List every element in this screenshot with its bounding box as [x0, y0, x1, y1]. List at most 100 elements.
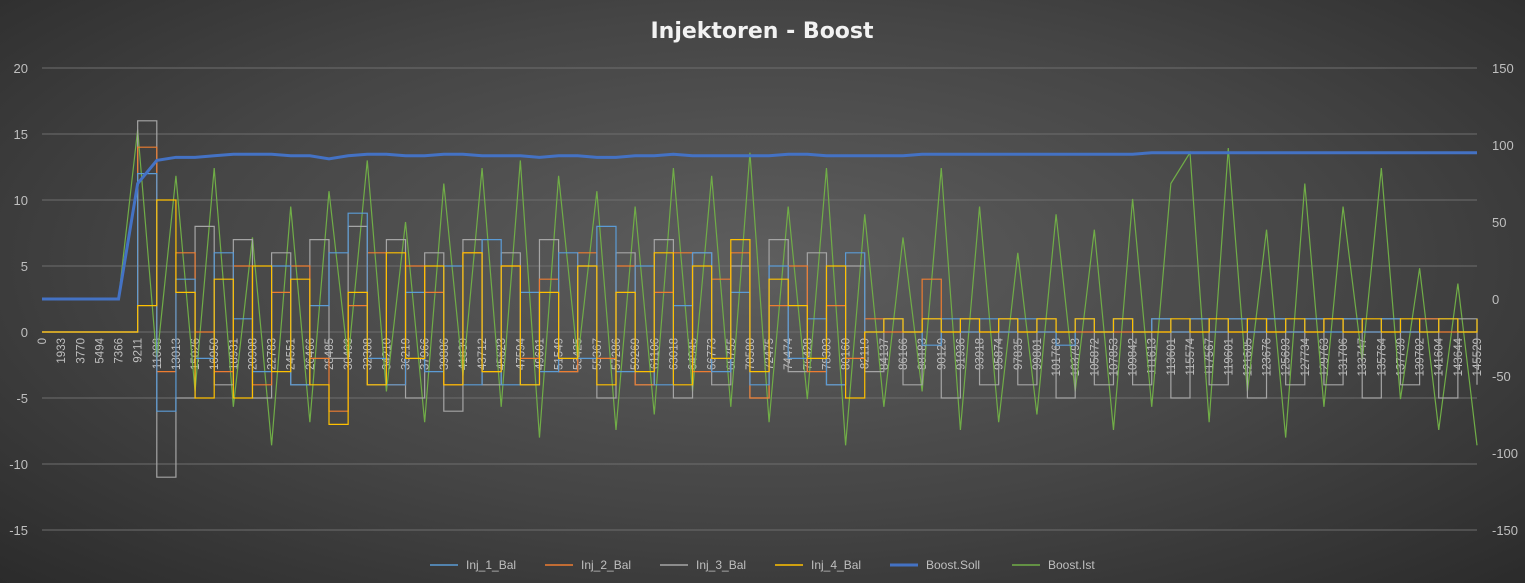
x-tick-label: 115574 [1185, 337, 1197, 375]
x-tick-label: 3770 [75, 338, 87, 364]
legend: Inj_1_Bal Inj_2_Bal Inj_3_Bal Inj_4_Bal Boos… [430, 558, 1095, 572]
legend-item: Boost.Soll [890, 558, 980, 572]
x-tick-label: 107853 [1108, 338, 1120, 376]
legend-label: Inj_2_Bal [581, 558, 631, 572]
y-left-tick-label: -10 [9, 457, 28, 472]
x-tick-label: 80160 [841, 338, 853, 370]
series-line-inj-3-bal [42, 120, 1478, 478]
y-right-tick-label: 0 [1492, 292, 1499, 307]
x-tick-label: 36219 [401, 338, 413, 370]
legend-item: Boost.Ist [1012, 558, 1095, 572]
y-left-tick-label: -15 [9, 523, 28, 538]
x-tick-label: 101768 [1051, 338, 1063, 376]
x-tick-label: 145529 [1472, 338, 1484, 376]
x-tick-label: 74474 [783, 337, 795, 370]
y-right-tick-label: -50 [1492, 369, 1511, 384]
legend-item: Inj_4_Bal [775, 558, 861, 572]
y-axis-right: 150 100 50 0 -50 -100 -150 [1492, 61, 1518, 538]
legend-label: Inj_3_Bal [696, 558, 746, 572]
legend-label: Boost.Ist [1048, 558, 1095, 572]
x-tick-label: 95874 [994, 337, 1006, 370]
x-tick-label: 70580 [745, 338, 757, 370]
y-left-tick-label: 15 [14, 127, 28, 142]
x-tick-label: 131706 [1338, 338, 1350, 376]
legend-label: Boost.Soll [926, 558, 980, 572]
x-tick-label: 99801 [1032, 338, 1044, 370]
x-tick-label: 82119 [860, 338, 872, 369]
x-tick-label: 66773 [707, 338, 719, 370]
x-tick-label: 13013 [171, 338, 183, 370]
x-tick-label: 59269 [630, 338, 642, 370]
x-tick-label: 32308 [362, 338, 374, 370]
x-tick-label: 93918 [975, 338, 987, 370]
x-tick-label: 143644 [1453, 337, 1465, 376]
x-tick-label: 86166 [898, 338, 910, 370]
y-right-tick-label: 100 [1492, 138, 1514, 153]
y-left-tick-label: 5 [21, 259, 28, 274]
x-axis: 0 1933 3770 5494 7366 9211 11088 13013 15026 1695… [37, 337, 1484, 376]
y-right-tick-label: -100 [1492, 446, 1518, 461]
x-tick-label: 49601 [534, 338, 546, 370]
x-tick-label: 137739 [1395, 338, 1407, 376]
gridlines [42, 67, 1477, 531]
x-tick-label: 39886 [439, 338, 451, 370]
y-axis-left: 20 15 10 5 0 -5 -10 -15 [9, 61, 28, 538]
x-tick-label: 84137 [879, 338, 891, 370]
x-tick-label: 37966 [420, 338, 432, 370]
x-tick-label: 18931 [228, 338, 240, 370]
x-tick-label: 105872 [1089, 338, 1101, 376]
x-tick-label: 119601 [1223, 338, 1235, 376]
x-tick-label: 55367 [592, 338, 604, 370]
legend-item: Inj_3_Bal [660, 558, 746, 572]
x-tick-label: 47594 [515, 337, 527, 370]
x-tick-label: 133747 [1357, 338, 1369, 376]
x-tick-label: 78303 [821, 338, 833, 370]
x-tick-label: 16950 [209, 338, 221, 370]
x-tick-label: 109842 [1128, 338, 1140, 376]
series-line-inj-4-bal [42, 199, 1478, 425]
x-tick-label: 5494 [94, 337, 106, 363]
x-tick-label: 24551 [286, 338, 298, 370]
x-tick-label: 51549 [554, 338, 566, 370]
legend-label: Inj_4_Bal [811, 558, 861, 572]
x-tick-label: 22783 [267, 338, 279, 370]
x-tick-label: 0 [37, 338, 49, 344]
y-left-tick-label: 0 [21, 325, 28, 340]
series-line-inj-1-bal [42, 173, 1478, 412]
x-tick-label: 26466 [305, 338, 317, 370]
y-left-tick-label: 10 [14, 193, 28, 208]
x-tick-label: 72475 [764, 338, 776, 370]
x-tick-label: 91936 [955, 338, 967, 370]
x-tick-label: 125693 [1281, 338, 1293, 376]
legend-label: Inj_1_Bal [466, 558, 516, 572]
legend-item: Inj_1_Bal [430, 558, 516, 572]
y-left-tick-label: -5 [16, 391, 28, 406]
y-right-tick-label: 150 [1492, 61, 1514, 76]
x-tick-label: 43712 [477, 338, 489, 370]
x-tick-label: 127734 [1300, 337, 1312, 376]
x-tick-label: 9211 [133, 338, 145, 363]
series-line-boost-ist [42, 129, 1478, 446]
x-tick-label: 141604 [1434, 337, 1446, 376]
x-tick-label: 57286 [611, 338, 623, 370]
x-tick-label: 90129 [936, 338, 948, 370]
chart-title: Injektoren - Boost [650, 19, 874, 44]
x-tick-label: 103793 [1070, 338, 1082, 376]
series-group [42, 120, 1478, 478]
series-line-boost-soll [42, 151, 1477, 301]
legend-item: Inj_2_Bal [545, 558, 631, 572]
x-tick-label: 1933 [56, 338, 68, 364]
x-tick-label: 113601 [1166, 338, 1178, 376]
x-tick-label: 123676 [1262, 338, 1274, 376]
x-tick-label: 20908 [247, 338, 259, 370]
y-right-tick-label: 50 [1492, 215, 1506, 230]
x-tick-label: 135764 [1376, 337, 1388, 376]
x-tick-label: 139702 [1415, 338, 1427, 376]
x-tick-label: 97835 [1013, 338, 1025, 370]
x-tick-label: 41839 [458, 338, 470, 370]
x-tick-label: 63018 [668, 338, 680, 370]
x-tick-label: 7366 [114, 338, 126, 364]
x-tick-label: 28485 [324, 338, 336, 370]
y-right-tick-label: -150 [1492, 523, 1518, 538]
